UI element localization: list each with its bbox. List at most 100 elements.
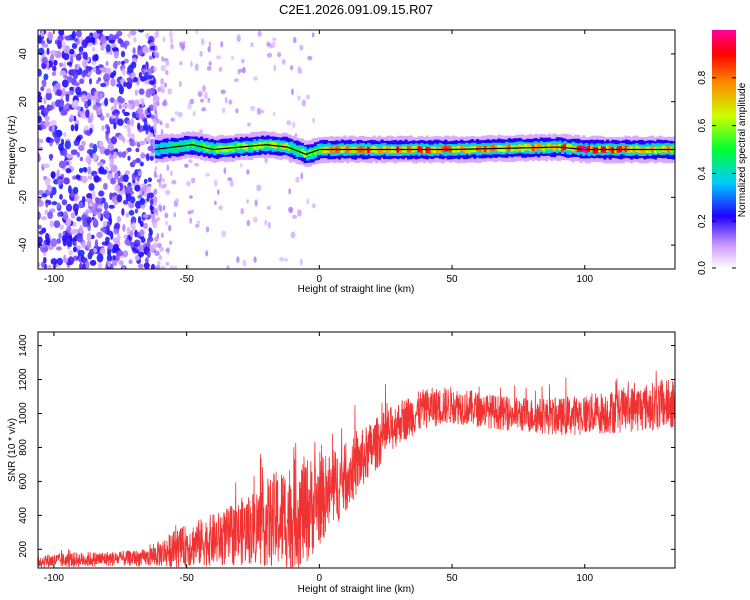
noise-blob [119, 97, 125, 104]
ridge-core [592, 147, 596, 154]
noise-blob [165, 261, 170, 266]
noise-blob [109, 50, 113, 56]
noise-blob [132, 221, 136, 230]
noise-blob [81, 214, 88, 222]
noise-blob [167, 88, 173, 95]
noise-blob [38, 224, 42, 230]
noise-blob [149, 244, 155, 253]
noise-blob [56, 89, 63, 97]
noise-blob [240, 208, 244, 215]
noise-blob [63, 254, 67, 263]
noise-blob [75, 106, 81, 111]
noise-blob [87, 99, 92, 107]
noise-blob [142, 213, 149, 219]
noise-blob [150, 263, 156, 269]
ridge-core [322, 147, 326, 154]
noise-blob [85, 198, 92, 203]
noise-blob [170, 43, 174, 50]
noise-blob [147, 88, 155, 95]
noise-blob [299, 258, 303, 266]
x-tick-label: 50 [446, 573, 458, 584]
noise-blob [91, 46, 96, 52]
noise-blob [116, 233, 121, 242]
noise-blob [247, 122, 251, 127]
noise-blob [240, 162, 243, 168]
noise-blob [105, 212, 110, 220]
noise-blob [86, 232, 92, 242]
noise-blob [92, 143, 98, 153]
noise-blob [41, 193, 48, 198]
noise-blob [73, 255, 79, 261]
noise-blob [153, 195, 158, 204]
noise-blob [190, 60, 193, 68]
noise-blob [106, 254, 113, 262]
noise-blob [161, 56, 165, 62]
noise-blob [129, 230, 134, 237]
noise-blob [97, 262, 103, 269]
noise-blob [154, 129, 157, 136]
noise-blob [40, 86, 45, 92]
noise-blob [138, 30, 145, 33]
noise-blob [161, 232, 164, 238]
noise-blob [90, 36, 96, 43]
noise-blob [216, 55, 221, 60]
ridge-core [295, 146, 299, 153]
ridge-core [253, 143, 257, 150]
noise-blob [102, 220, 108, 228]
ridge-core [587, 145, 591, 152]
noise-blob [208, 41, 212, 48]
noise-blob [62, 211, 69, 220]
noise-blob [126, 226, 131, 236]
ridge-core [231, 145, 236, 152]
noise-blob [220, 89, 226, 95]
y-tick-label: 20 [18, 96, 29, 108]
noise-blob [195, 30, 198, 35]
noise-blob [101, 169, 108, 175]
ridge-core [542, 145, 546, 152]
noise-blob [43, 97, 47, 105]
noise-blob [59, 98, 64, 108]
noise-blob [68, 48, 75, 55]
noise-blob [155, 52, 160, 59]
noise-blob [59, 62, 64, 68]
noise-blob [73, 240, 77, 247]
noise-blob [273, 111, 276, 117]
noise-blob [111, 136, 117, 145]
noise-blob [72, 71, 79, 80]
noise-blob [103, 182, 108, 190]
noise-blob [166, 246, 170, 255]
noise-blob [228, 99, 233, 105]
colorbar-tick-label: 0.8 [697, 70, 708, 84]
noise-blob [86, 92, 92, 102]
noise-blob [116, 215, 122, 223]
noise-blob [57, 40, 62, 49]
noise-blob [63, 177, 70, 185]
noise-blob [165, 59, 170, 67]
noise-blob [143, 118, 148, 125]
noise-blob [235, 108, 239, 114]
noise-blob [306, 198, 310, 205]
noise-blob [233, 78, 239, 83]
noise-blob [205, 172, 211, 177]
colorbar-tick-label: 0.0 [697, 261, 708, 275]
noise-blob [207, 97, 211, 104]
noise-blob [44, 209, 49, 215]
noise-blob [147, 107, 151, 114]
noise-blob [117, 250, 124, 257]
noise-blob [139, 229, 145, 237]
noise-blob [170, 170, 173, 177]
noise-blob [82, 51, 87, 60]
noise-blob [75, 86, 82, 96]
noise-blob [110, 114, 115, 120]
noise-blob [74, 123, 79, 132]
noise-blob [98, 64, 104, 69]
noise-blob [66, 76, 74, 83]
noise-blob [113, 99, 118, 108]
noise-blob [79, 78, 85, 85]
noise-blob [149, 198, 155, 206]
noise-blob [71, 228, 79, 235]
ridge-core [181, 143, 185, 150]
noise-blob [137, 122, 141, 131]
noise-blob [80, 257, 88, 264]
noise-blob [174, 111, 179, 115]
